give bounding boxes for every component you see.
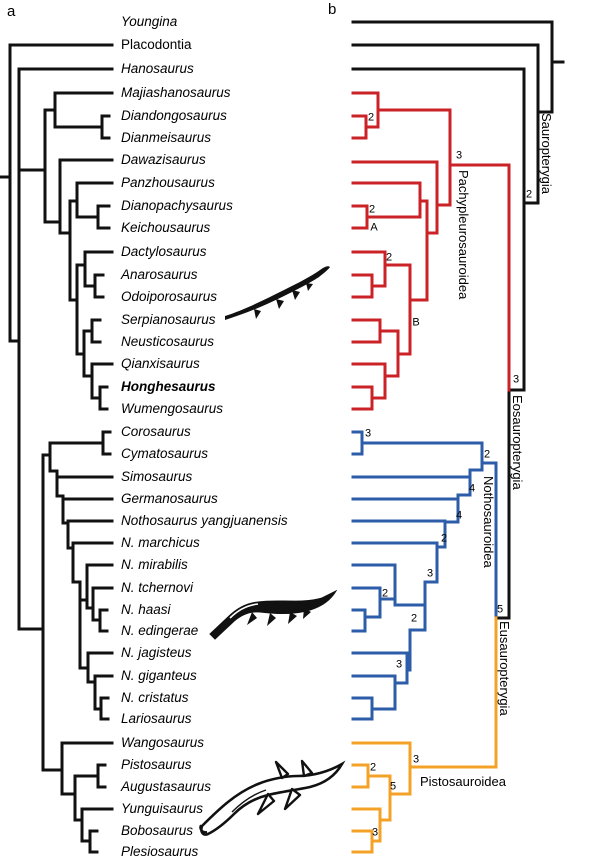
support-value: 3 bbox=[364, 427, 372, 440]
taxon-label: Wumengosaurus bbox=[121, 401, 224, 416]
support-value: 3 bbox=[426, 567, 434, 580]
taxon-label: Panzhousaurus bbox=[121, 175, 215, 190]
taxon-label: Youngina bbox=[121, 14, 178, 29]
taxon-label: Honghesaurus bbox=[121, 379, 216, 394]
taxon-label: Anarosaurus bbox=[121, 267, 198, 282]
taxon-label: N. tchernovi bbox=[121, 580, 194, 595]
support-value: 3 bbox=[395, 658, 403, 671]
taxon-label: Bobosaurus bbox=[121, 823, 194, 838]
support-value: 5 bbox=[389, 780, 397, 793]
support-value: 2 bbox=[525, 188, 533, 201]
clade-label: Pistosauroidea bbox=[420, 774, 506, 789]
clade-label: Pachypleurosauroidea bbox=[456, 170, 471, 300]
support-value: 2 bbox=[367, 111, 375, 124]
support-value: 3 bbox=[455, 149, 463, 162]
support-value: A bbox=[370, 221, 378, 234]
taxon-label: Dactylosaurus bbox=[121, 244, 207, 259]
taxon-label: Majiashanosaurus bbox=[121, 85, 231, 100]
taxon-label: N. marchicus bbox=[121, 535, 200, 550]
clade-label: Eusauropterygia bbox=[497, 621, 512, 716]
taxon-label: Dianmeisaurus bbox=[121, 130, 212, 145]
taxon-label: Augustasaurus bbox=[121, 779, 212, 794]
support-value: 4 bbox=[455, 509, 463, 522]
support-value: 3 bbox=[412, 753, 420, 766]
taxon-label: Germanosaurus bbox=[121, 491, 218, 506]
taxon-label: N. edingerae bbox=[121, 623, 199, 638]
taxon-label: Nothosaurus yangjuanensis bbox=[121, 513, 288, 528]
support-value: 2 bbox=[483, 448, 491, 461]
taxon-label: Plesiosaurus bbox=[121, 844, 199, 859]
taxon-label: Qianxisaurus bbox=[121, 356, 200, 371]
clade-label: Sauropterygia bbox=[539, 113, 554, 194]
taxon-label: Odoiporosaurus bbox=[121, 289, 218, 304]
taxon-label: Lariosaurus bbox=[121, 711, 192, 726]
support-value: 3 bbox=[512, 373, 520, 386]
taxon-label: N. cristatus bbox=[121, 690, 189, 705]
support-value: 2 bbox=[440, 532, 448, 545]
support-value: 2 bbox=[410, 612, 418, 625]
support-value: 2 bbox=[369, 761, 377, 774]
taxon-label: Simosaurus bbox=[121, 469, 193, 484]
taxon-label: Corosaurus bbox=[121, 424, 191, 439]
pachypleurosaur-silhouette bbox=[225, 266, 330, 320]
support-value: B bbox=[412, 316, 420, 329]
taxon-label: Cymatosaurus bbox=[121, 446, 209, 461]
taxon-label: N. haasi bbox=[121, 602, 171, 617]
support-value: 5 bbox=[496, 603, 504, 616]
taxon-label: Yunguisaurus bbox=[121, 801, 204, 816]
taxon-label: N. jagisteus bbox=[121, 645, 192, 660]
support-value: 2 bbox=[368, 203, 376, 216]
taxon-label: N. mirabilis bbox=[121, 557, 188, 572]
support-value: 3 bbox=[371, 826, 379, 839]
pistosaur-silhouette bbox=[199, 759, 346, 836]
clade-label: Nothosauroidea bbox=[481, 476, 496, 568]
taxon-label: Dawazisaurus bbox=[121, 152, 206, 167]
taxon-label: Wangosaurus bbox=[121, 735, 205, 750]
taxon-label: Placodontia bbox=[121, 37, 192, 52]
taxon-label: Keichousaurus bbox=[121, 220, 211, 235]
taxon-label: Pistosaurus bbox=[121, 757, 192, 772]
taxon-label: Diandongosaurus bbox=[121, 108, 227, 123]
support-value: 2 bbox=[381, 587, 389, 600]
support-value: 2 bbox=[385, 251, 393, 264]
panel-a-label: a bbox=[7, 3, 16, 20]
clade-label: Eosauropterygia bbox=[510, 395, 525, 490]
taxon-label: Serpianosaurus bbox=[121, 312, 216, 327]
taxon-label: Hanosaurus bbox=[121, 61, 194, 76]
support-value: 4 bbox=[468, 482, 476, 495]
panel-b-label: b bbox=[328, 1, 337, 18]
taxon-label: N. giganteus bbox=[121, 668, 197, 683]
nothosaur-silhouette bbox=[209, 589, 338, 640]
taxon-label: Neusticosaurus bbox=[121, 334, 215, 349]
taxon-label: Dianopachysaurus bbox=[121, 198, 233, 213]
